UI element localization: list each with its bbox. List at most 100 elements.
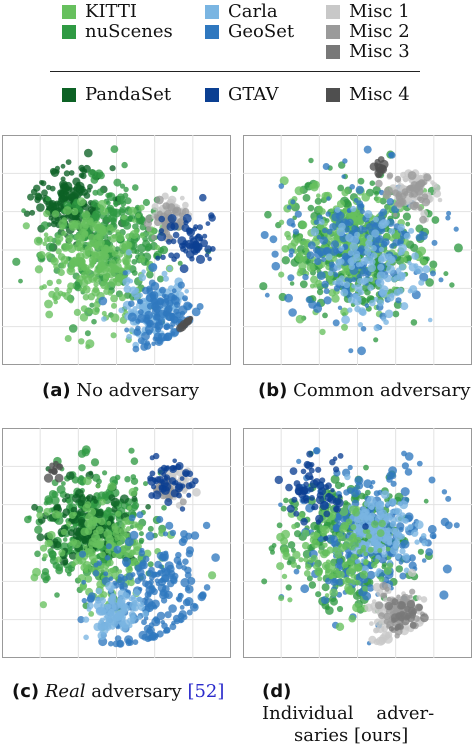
scatter-point: [317, 576, 323, 582]
scatter-point: [178, 610, 187, 619]
scatter-point: [105, 200, 111, 206]
scatter-point: [127, 579, 135, 587]
scatter-point: [184, 571, 192, 579]
scatter-point: [78, 464, 86, 472]
scatter-point: [332, 456, 338, 461]
scatter-point: [72, 177, 81, 186]
caption-c-citation[interactable]: [52]: [187, 681, 225, 702]
scatter-point: [380, 490, 390, 499]
scatter-point: [166, 238, 172, 245]
scatter-point: [399, 512, 406, 518]
scatter-point: [52, 465, 58, 471]
scatter-point: [353, 293, 360, 300]
scatter-point: [114, 611, 123, 620]
scatter-point: [43, 507, 52, 516]
scatter-point: [308, 300, 317, 309]
scatter-point: [393, 212, 398, 218]
scatter-point: [68, 298, 74, 304]
scatter-point: [415, 603, 423, 612]
scatter-point: [139, 602, 144, 607]
scatter-point: [83, 634, 89, 641]
scatter-point: [163, 275, 169, 282]
scatter-point: [326, 196, 331, 201]
scatter-point: [363, 500, 371, 508]
scatter-point: [118, 294, 126, 302]
scatter-point: [57, 268, 65, 277]
scatter-point: [110, 294, 118, 303]
scatter-point: [138, 255, 146, 263]
scatter-point: [332, 319, 340, 327]
scatter-point: [186, 609, 193, 616]
scatter-point: [315, 279, 323, 287]
scatter-point: [203, 584, 211, 591]
scatter-point: [374, 601, 384, 610]
scatter-point: [116, 193, 125, 202]
scatter-point: [355, 262, 361, 268]
scatter-point: [289, 281, 295, 286]
scatter-point: [359, 208, 365, 214]
scatter-point: [93, 529, 99, 536]
scatter-point: [371, 561, 378, 569]
scatter-point: [409, 621, 417, 629]
scatter-point: [132, 306, 138, 312]
scatter-point: [154, 571, 161, 578]
scatter-point: [149, 470, 156, 477]
scatter-point: [27, 193, 35, 201]
scatter-point: [311, 539, 320, 549]
scatter-point: [397, 501, 402, 506]
scatter-point: [298, 234, 304, 240]
scatter-point: [138, 630, 148, 640]
scatter-point: [109, 613, 115, 619]
scatter-point: [339, 280, 346, 287]
scatter-point: [397, 251, 403, 256]
scatter-point: [119, 584, 125, 589]
scatter-point: [77, 197, 86, 207]
scatter-point: [318, 549, 323, 554]
scatter-point: [161, 505, 167, 511]
scatter-point: [321, 596, 329, 604]
scatter-point: [107, 595, 117, 605]
scatter-point: [295, 314, 305, 324]
scatter-point: [375, 196, 382, 204]
scatter-point: [132, 184, 139, 191]
scatter-point: [386, 293, 395, 302]
scatter-point: [56, 278, 62, 285]
scatter-point: [142, 610, 149, 618]
scatter-point: [79, 278, 89, 288]
scatter-point: [398, 560, 404, 565]
scatter-point: [333, 272, 339, 278]
scatter-point: [269, 235, 278, 244]
scatter-point: [177, 260, 183, 266]
scatter-point: [108, 494, 116, 501]
series-misc-4: [43, 460, 64, 483]
scatter-point: [204, 245, 213, 253]
series-gtav: [147, 452, 199, 512]
scatter-point: [161, 293, 167, 299]
scatter-point: [378, 221, 386, 229]
scatter-point: [36, 533, 45, 542]
scatter-point: [366, 234, 373, 242]
legend-label: Misc 1: [349, 1, 410, 22]
scatter-point: [280, 537, 289, 546]
scatter-point: [449, 282, 455, 288]
scatter-point: [362, 585, 368, 592]
scatter-point: [444, 521, 453, 530]
scatter-point: [341, 189, 349, 197]
scatter-point: [59, 262, 67, 269]
scatter-point: [96, 188, 105, 196]
scatter-point: [137, 299, 142, 304]
scatter-point: [171, 209, 177, 215]
scatter-point: [323, 484, 330, 491]
scatter-point: [330, 240, 339, 249]
scatter-point: [132, 639, 139, 645]
scatter-point: [110, 145, 119, 153]
scatter-point: [377, 548, 383, 553]
scatter-point: [150, 634, 156, 640]
scatter-point: [66, 471, 75, 480]
scatter-point: [159, 553, 167, 562]
scatter-point: [153, 479, 159, 485]
scatter-point: [308, 467, 315, 474]
scatter-point: [125, 233, 132, 240]
scatter-point: [409, 201, 419, 210]
scatter-point: [56, 485, 66, 494]
